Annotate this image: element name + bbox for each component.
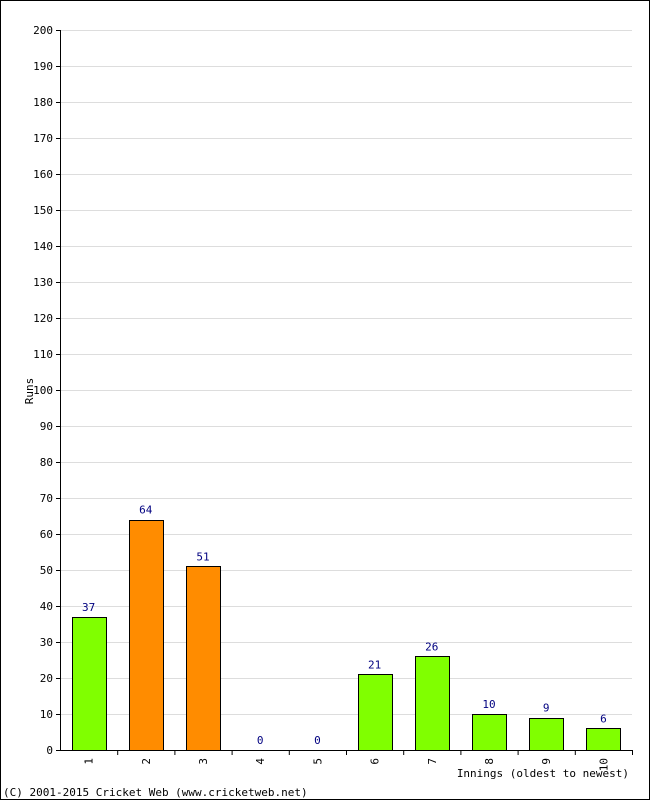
y-tick-label: 100 <box>33 384 53 397</box>
bar <box>415 656 450 751</box>
y-tick-label: 120 <box>33 312 53 325</box>
axes: 0102030405060708090100110120130140150160… <box>33 24 633 771</box>
bar-value-label: 21 <box>368 658 381 671</box>
y-axis-label: Runs <box>23 378 36 405</box>
y-tick-label: 90 <box>40 420 53 433</box>
x-tick-label: 10 <box>597 758 610 771</box>
bar <box>358 674 393 751</box>
x-tick-label: 9 <box>540 758 553 765</box>
bar-value-label: 37 <box>82 601 95 614</box>
y-tick-label: 10 <box>40 708 53 721</box>
x-tick-label: 4 <box>254 758 267 765</box>
y-tick-label: 170 <box>33 132 53 145</box>
bar <box>472 714 507 751</box>
y-tick-label: 110 <box>33 348 53 361</box>
bar-value-label: 26 <box>425 640 438 653</box>
bar-value-labels: 37 64 51 0 0 21 26 10 9 6 <box>82 504 607 747</box>
x-tick-label: 3 <box>197 758 210 765</box>
bar-value-label: 64 <box>139 504 153 517</box>
bar <box>529 718 564 751</box>
bar-value-label: 9 <box>543 702 550 715</box>
y-tick-label: 60 <box>40 528 53 541</box>
bar-value-label: 51 <box>196 550 209 563</box>
x-tick-label: 2 <box>140 758 153 765</box>
y-tick-label: 150 <box>33 204 53 217</box>
y-tick-label: 190 <box>33 60 53 73</box>
y-tick-label: 160 <box>33 168 53 181</box>
y-tick-label: 140 <box>33 240 53 253</box>
bars <box>72 520 621 751</box>
y-tick-label: 0 <box>46 744 53 757</box>
y-tick-label: 130 <box>33 276 53 289</box>
x-tick-label: 8 <box>483 758 496 765</box>
x-axis-label: Innings (oldest to newest) <box>457 767 629 780</box>
bar <box>186 566 221 751</box>
y-tick-label: 80 <box>40 456 53 469</box>
bar-value-label: 0 <box>314 734 321 747</box>
y-tick-label: 20 <box>40 672 53 685</box>
bar <box>586 728 621 751</box>
x-tick-label: 6 <box>369 758 382 765</box>
bar-value-label: 10 <box>482 698 495 711</box>
y-tick-label: 200 <box>33 24 53 37</box>
y-tick-label: 30 <box>40 636 53 649</box>
y-tick-label: 70 <box>40 492 53 505</box>
bar-value-label: 6 <box>600 712 607 725</box>
x-tick-label: 5 <box>311 758 324 765</box>
bar <box>129 520 164 751</box>
copyright-footer: (C) 2001-2015 Cricket Web (www.cricketwe… <box>3 786 308 799</box>
y-tick-label: 180 <box>33 96 53 109</box>
x-tick-label: 7 <box>426 758 439 765</box>
bar-value-label: 0 <box>257 734 264 747</box>
grid-lines <box>60 30 632 715</box>
x-tick-label: 1 <box>83 758 96 765</box>
y-tick-label: 50 <box>40 564 53 577</box>
y-tick-label: 40 <box>40 600 53 613</box>
bar <box>72 617 107 751</box>
